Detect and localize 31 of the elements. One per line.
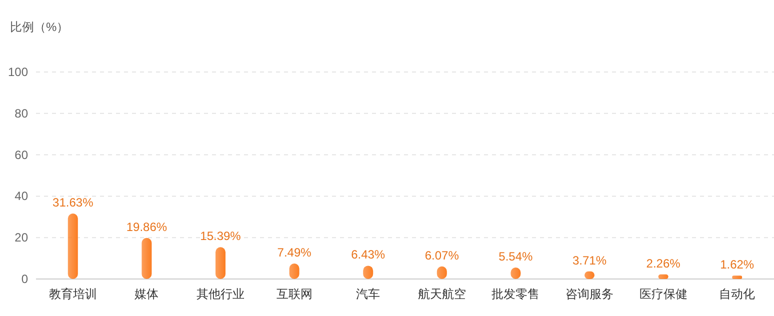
y-axis-title: 比例（%） [10,20,69,34]
data-label: 15.39% [200,229,242,244]
x-tick-label: 航天航空 [418,287,466,301]
x-tick-label: 教育培训 [48,287,97,301]
x-tick-label: 互联网 [276,287,312,301]
y-tick-label: 0 [21,272,28,286]
x-tick-label: 咨询服务 [566,287,614,301]
y-tick-label: 60 [14,148,28,162]
x-tick-label: 媒体 [134,287,159,301]
y-tick-label: 80 [14,106,28,120]
data-label: 6.43% [351,248,386,262]
x-tick-label: 医疗保健 [639,287,688,301]
data-label: 7.49% [277,245,312,260]
data-label: 2.26% [646,256,681,270]
bar [732,276,742,279]
bar [142,238,152,279]
x-tick-label: 汽车 [356,287,380,301]
data-label: 31.63% [52,196,94,210]
y-tick-label: 100 [8,65,28,79]
data-label: 1.62% [720,258,754,272]
bar [216,247,226,279]
y-tick-label: 40 [14,189,28,204]
x-tick-label: 其他行业 [196,287,244,301]
bar [68,214,78,279]
x-tick-label: 自动化 [719,287,756,301]
data-label: 5.54% [498,250,534,264]
y-tick-label: 20 [14,230,28,245]
data-label: 19.86% [126,220,168,234]
data-label: 6.07% [424,248,460,262]
x-tick-label: 批发零售 [492,287,540,301]
data-label: 3.71% [572,253,607,268]
